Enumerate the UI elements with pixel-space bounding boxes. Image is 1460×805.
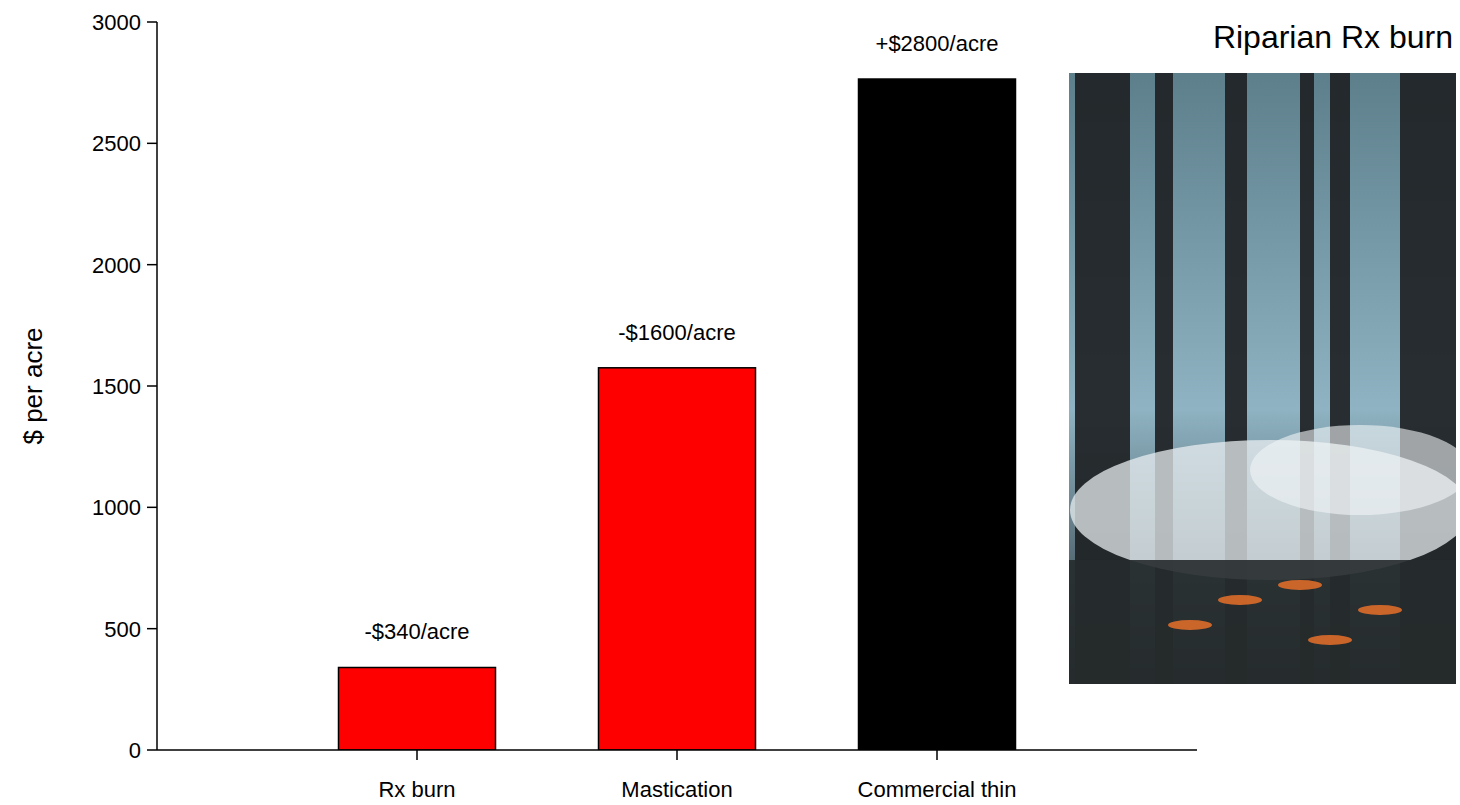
ground — [1069, 560, 1456, 684]
flame — [1358, 605, 1402, 615]
y-tick-label: 3000 — [92, 10, 141, 35]
x-tick-label: Rx burn — [378, 777, 455, 802]
y-tick — [147, 385, 157, 387]
y-tick-label: 2000 — [92, 253, 141, 278]
photo-bg — [1069, 73, 1456, 684]
chart: 0 500 1000 1500 2000 2500 3000 Rx burn Masticati… — [0, 0, 1460, 805]
flame — [1308, 635, 1352, 645]
x-tick-label: Mastication — [621, 777, 732, 802]
photo — [1069, 73, 1456, 684]
bar — [339, 667, 496, 750]
x-tick — [676, 750, 678, 760]
flame — [1278, 580, 1322, 590]
bar — [599, 368, 756, 750]
y-tick-label: 2500 — [92, 131, 141, 156]
bar — [859, 79, 1016, 750]
title: Riparian Rx burn — [1213, 19, 1453, 55]
annotation: -$340/acre — [364, 619, 469, 644]
y-tick — [147, 264, 157, 266]
annotation: +$2800/acre — [876, 31, 999, 56]
flame — [1168, 620, 1212, 630]
y-tick — [147, 749, 157, 751]
y-tick-label: 500 — [104, 617, 141, 642]
y-tick — [147, 628, 157, 630]
flame — [1218, 595, 1262, 605]
y-tick-label: 0 — [129, 738, 141, 763]
x-tick — [936, 750, 938, 760]
x-tick — [416, 750, 418, 760]
annotation: -$1600/acre — [618, 320, 735, 345]
y-tick-label: 1500 — [92, 374, 141, 399]
y-axis-title: $ per acre — [18, 327, 48, 444]
y-tick-label: 1000 — [92, 495, 141, 520]
y-tick — [147, 507, 157, 509]
bars — [339, 79, 1016, 750]
smoke — [1250, 425, 1456, 515]
x-tick-label: Commercial thin — [858, 777, 1017, 802]
y-tick — [147, 143, 157, 145]
y-tick — [147, 21, 157, 23]
